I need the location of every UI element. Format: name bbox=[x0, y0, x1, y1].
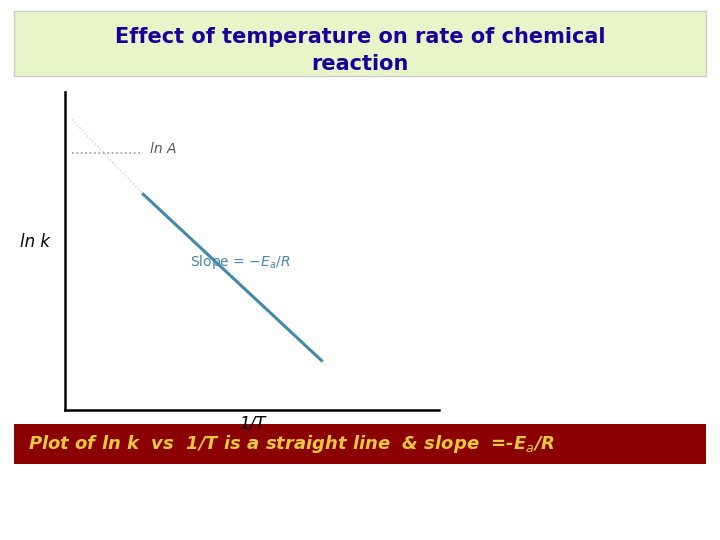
Text: ln A: ln A bbox=[150, 141, 177, 156]
Text: Effect of temperature on rate of chemical: Effect of temperature on rate of chemica… bbox=[114, 26, 606, 47]
Y-axis label: ln k: ln k bbox=[20, 233, 50, 251]
Text: Plot of ln k  vs  1/T is a straight line  & slope  =-E$_a$/R: Plot of ln k vs 1/T is a straight line &… bbox=[28, 433, 555, 455]
Text: Slope = $-E_a/R$: Slope = $-E_a/R$ bbox=[189, 253, 290, 271]
X-axis label: 1/T: 1/T bbox=[239, 415, 265, 433]
Text: reaction: reaction bbox=[311, 54, 409, 74]
